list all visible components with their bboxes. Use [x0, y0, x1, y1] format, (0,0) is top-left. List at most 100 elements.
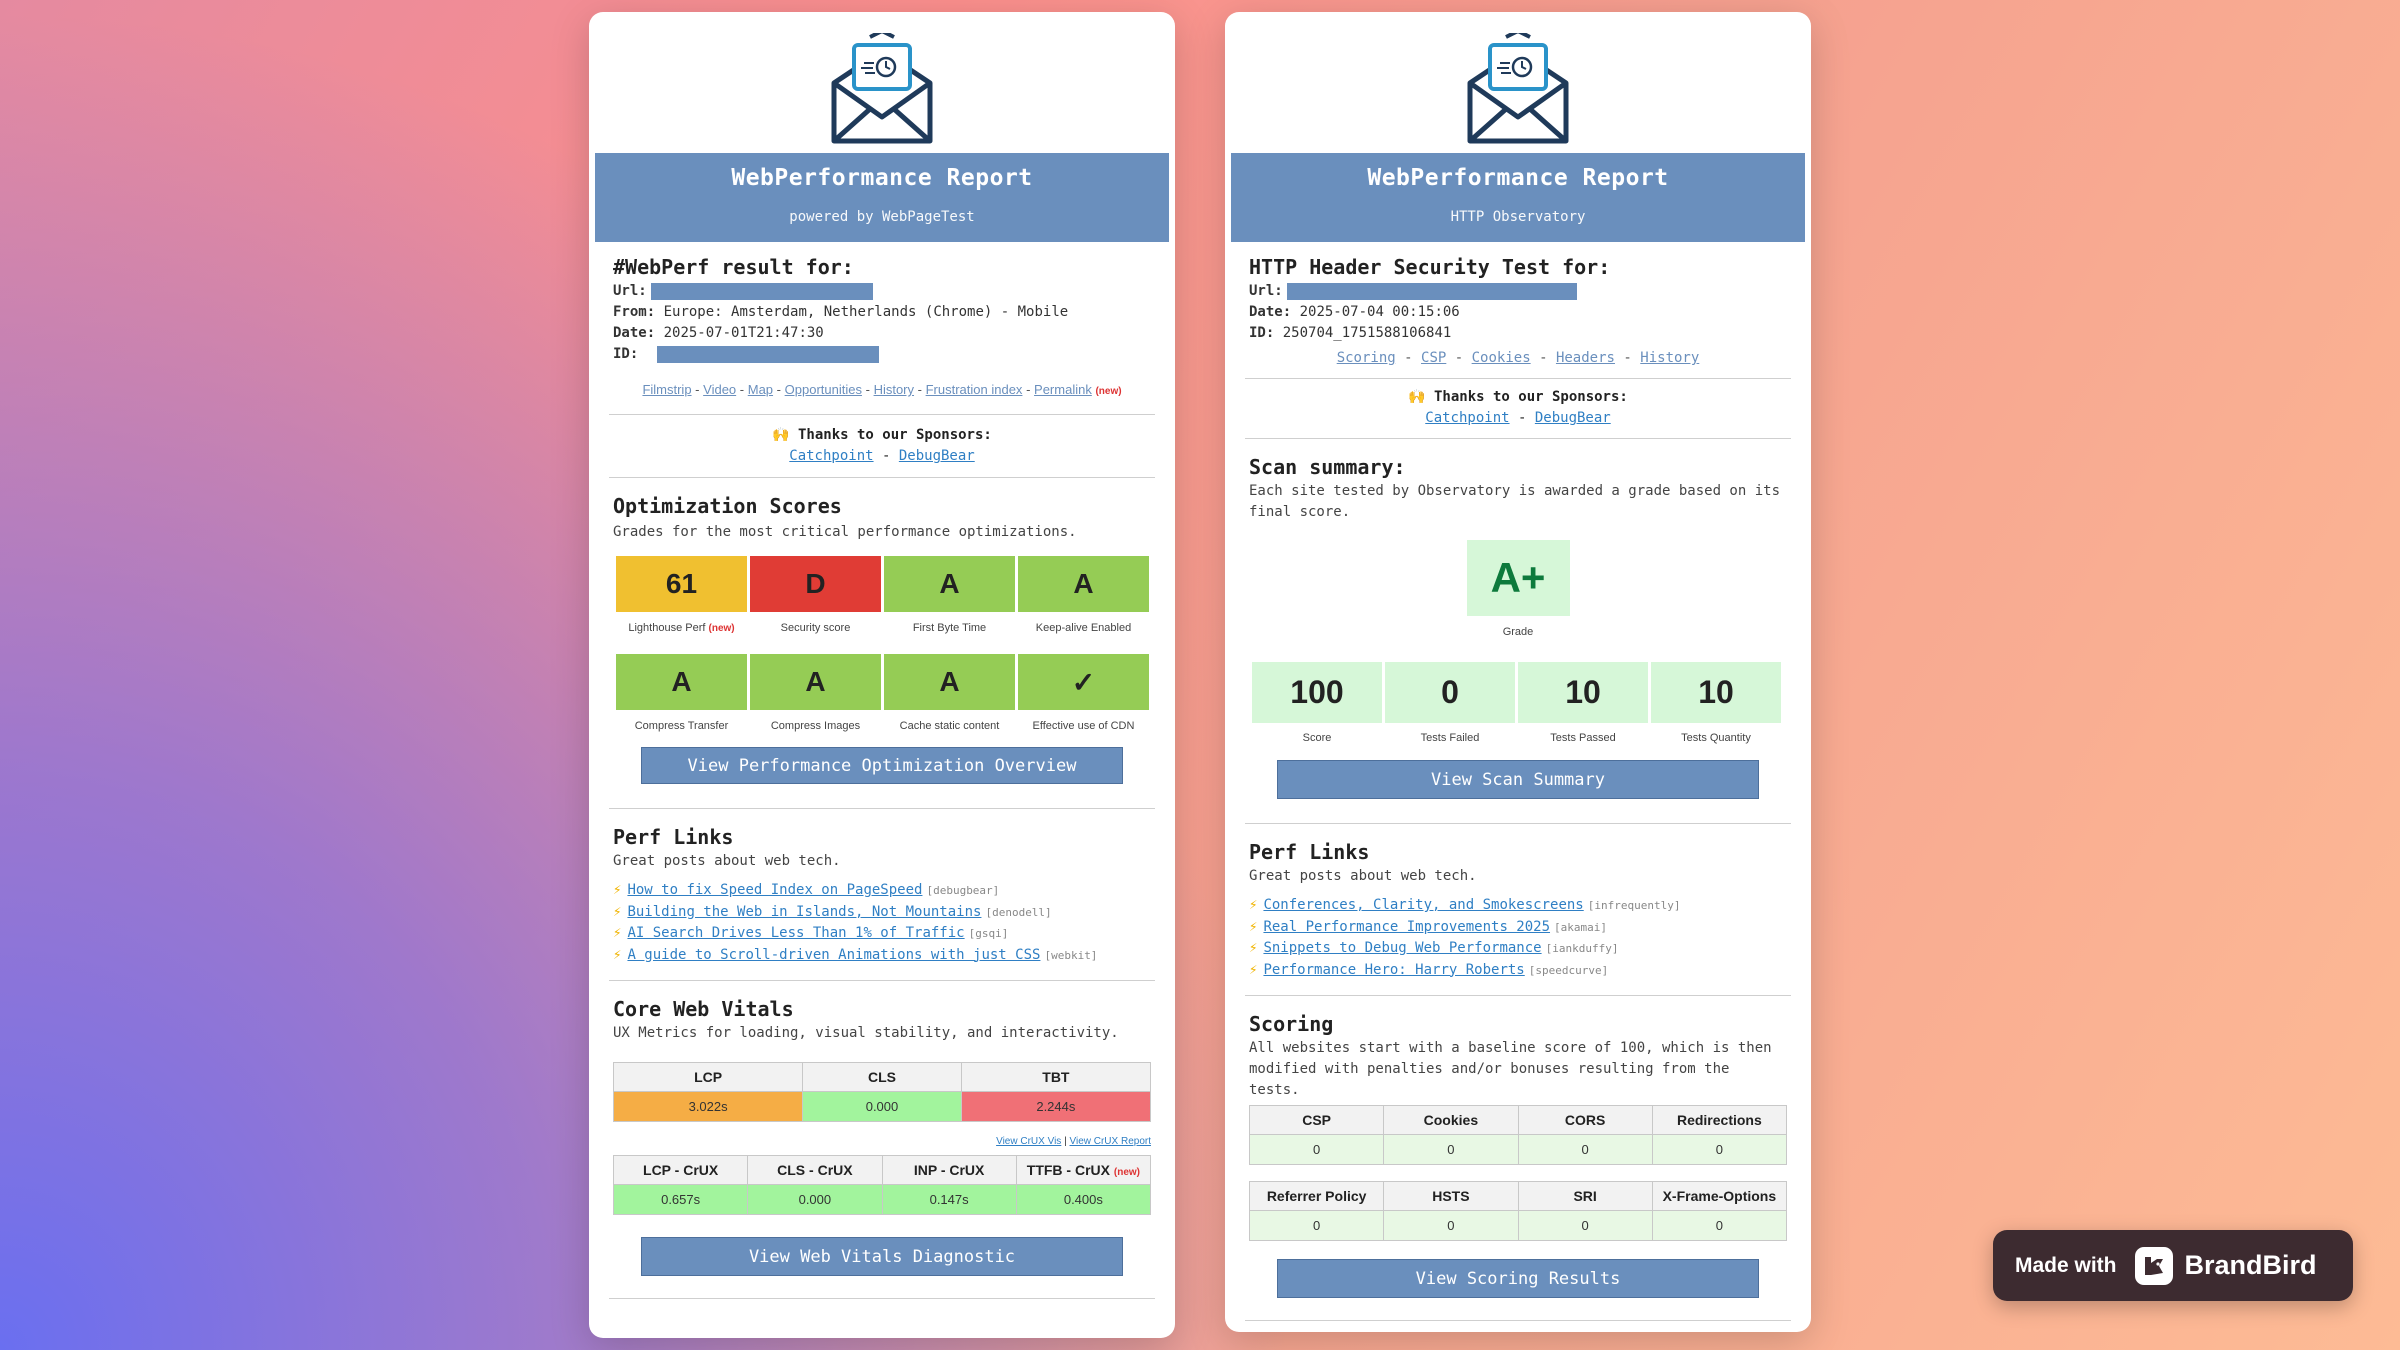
perf-link[interactable]: Conferences, Clarity, and Smokescreens	[1263, 897, 1584, 913]
table-cell: 0	[1248, 1134, 1385, 1165]
sponsor-debugbear-link[interactable]: DebugBear	[1534, 410, 1611, 426]
nav-filmstrip[interactable]: Filmstrip	[642, 382, 692, 397]
url-label: Url:	[613, 283, 647, 299]
nav-map[interactable]: Map	[747, 382, 774, 397]
nav-opportunities[interactable]: Opportunities	[784, 382, 862, 397]
perf-link[interactable]: A guide to Scroll-driven Animations with…	[627, 946, 1041, 963]
section-subtitle: Grades for the most critical performance…	[613, 524, 1077, 540]
divider	[609, 414, 1155, 415]
table-cell: 3.022s	[612, 1091, 804, 1122]
grade-tile: A First Byte Time	[884, 556, 1015, 634]
made-with-label: Made with	[2015, 1253, 2117, 1277]
crux-separator: |	[1064, 1136, 1067, 1147]
section-title: Scan summary:	[1249, 455, 1406, 479]
lightning-icon: ⚡	[613, 925, 622, 941]
list-item: ⚡ How to fix Speed Index on PageSpeed [deb…	[613, 880, 1151, 902]
envelope-clock-icon	[831, 33, 933, 144]
nav-frustration-index[interactable]: Frustration index	[925, 382, 1023, 397]
crux-links: View CrUX Vis | View CrUX Report	[613, 1136, 1151, 1147]
stat-value: 0	[1385, 662, 1515, 723]
nav-csp[interactable]: CSP	[1421, 350, 1447, 366]
view-optimization-overview-button[interactable]: View Performance Optimization Overview	[641, 747, 1123, 784]
table-cell: 0	[1383, 1134, 1519, 1165]
nav-separator: -	[1454, 350, 1464, 366]
lightning-icon: ⚡	[1249, 897, 1258, 913]
link-source: [gsqi]	[968, 927, 1009, 940]
view-web-vitals-diagnostic-button[interactable]: View Web Vitals Diagnostic	[641, 1237, 1123, 1276]
redacted-url	[650, 282, 873, 300]
sponsors: 🙌 Thanks to our Sponsors: Catchpoint - D…	[1225, 387, 1811, 429]
lightning-icon: ⚡	[613, 882, 622, 898]
sponsors: 🙌 Thanks to our Sponsors: Catchpoint - D…	[589, 425, 1175, 467]
link-source: [iankduffy]	[1545, 942, 1619, 955]
divider	[609, 980, 1155, 981]
view-crux-vis-link[interactable]: View CrUX Vis	[996, 1136, 1062, 1147]
table-cell: 0.000	[802, 1091, 962, 1122]
brandbird-label: BrandBird	[2184, 1250, 2317, 1280]
crux-table: LCP - CrUX CLS - CrUX INP - CrUX TTFB - …	[612, 1155, 1152, 1215]
table-cell: 0	[1248, 1210, 1385, 1241]
table-cell: 2.244s	[960, 1091, 1152, 1122]
divider	[609, 477, 1155, 478]
grade-tile: A Keep-alive Enabled	[1018, 556, 1149, 634]
perf-link[interactable]: Real Performance Improvements 2025	[1263, 918, 1551, 935]
table-header: Referrer Policy	[1248, 1181, 1385, 1211]
nav-history[interactable]: History	[873, 382, 915, 397]
view-crux-report-link[interactable]: View CrUX Report	[1069, 1136, 1151, 1147]
sponsor-debugbear-link[interactable]: DebugBear	[898, 448, 975, 464]
perf-link[interactable]: Snippets to Debug Web Performance	[1263, 940, 1542, 956]
nav-permalink[interactable]: Permalink	[1034, 382, 1092, 397]
nav-video[interactable]: Video	[703, 382, 737, 397]
table-cell: 0.147s	[881, 1184, 1017, 1215]
grade-tile: D Security score	[750, 556, 881, 634]
lightning-icon: ⚡	[613, 946, 622, 963]
envelope-clock-icon	[1467, 33, 1569, 144]
report-nav: Filmstrip - Video - Map - Opportunities …	[589, 382, 1175, 397]
nav-cookies[interactable]: Cookies	[1471, 350, 1531, 366]
nav-scoring[interactable]: Scoring	[1336, 350, 1396, 366]
result-meta: HTTP Header Security Test for: Url: Date…	[1225, 242, 1811, 344]
table-cell: 0.657s	[612, 1184, 749, 1215]
link-source: [infrequently]	[1587, 899, 1681, 912]
nav-separator: -	[1026, 382, 1031, 397]
table-header: CLS	[802, 1062, 962, 1092]
table-header: TBT	[960, 1062, 1152, 1092]
section-title: Perf Links	[613, 825, 734, 849]
table-cell: 0	[1651, 1210, 1788, 1241]
grade-label: Effective use of CDN	[1032, 720, 1135, 732]
scoring-table: CSP Cookies CORS Redirections 0 0 0 0	[1248, 1105, 1788, 1165]
perf-link[interactable]: Building the Web in Islands, Not Mountai…	[627, 903, 982, 920]
table-header: SRI	[1517, 1181, 1653, 1211]
grade-value: A	[884, 654, 1015, 710]
webpagetest-report-card: WebPerformance Report powered by WebPage…	[589, 12, 1175, 1338]
scan-summary-section: Scan summary: Each site tested by Observ…	[1225, 439, 1811, 799]
sponsor-catchpoint-link[interactable]: Catchpoint	[1425, 410, 1510, 426]
table-header: INP - CrUX	[881, 1155, 1017, 1185]
grade-tile: A Compress Transfer	[616, 654, 747, 732]
grade-label: Cache static content	[899, 720, 1000, 732]
section-subtitle: Great posts about web tech.	[613, 853, 841, 869]
table-header: TTFB - CrUX	[1026, 1162, 1110, 1178]
scoring-section: Scoring All websites start with a baseli…	[1225, 996, 1811, 1298]
table-header: CLS - CrUX	[747, 1155, 883, 1185]
nav-history[interactable]: History	[1640, 350, 1700, 366]
sponsors-label: 🙌 Thanks to our Sponsors:	[1408, 389, 1628, 405]
view-scoring-results-button[interactable]: View Scoring Results	[1277, 1259, 1759, 1298]
date-value: 2025-07-01T21:47:30	[663, 325, 824, 341]
perf-link[interactable]: How to fix Speed Index on PageSpeed	[627, 882, 923, 898]
grade-value: A	[1018, 556, 1149, 612]
divider	[1245, 995, 1791, 996]
view-scan-summary-button[interactable]: View Scan Summary	[1277, 760, 1759, 799]
perf-link[interactable]: Performance Hero: Harry Roberts	[1263, 961, 1525, 978]
sponsor-catchpoint-link[interactable]: Catchpoint	[789, 448, 874, 464]
table-header: LCP	[612, 1062, 804, 1092]
grade-label: Compress Transfer	[634, 720, 729, 732]
nav-headers[interactable]: Headers	[1555, 350, 1615, 366]
perf-link[interactable]: AI Search Drives Less Than 1% of Traffic	[627, 925, 965, 941]
new-tag: (new)	[708, 623, 735, 634]
sponsors-label: 🙌 Thanks to our Sponsors:	[772, 427, 992, 443]
perf-links-section: Perf Links Great posts about web tech. ⚡…	[1225, 824, 1811, 981]
table-cell: 0	[1383, 1210, 1519, 1241]
made-with-brandbird-badge[interactable]: Made with BrandBird	[1993, 1230, 2353, 1301]
section-title: Perf Links	[1249, 840, 1370, 864]
